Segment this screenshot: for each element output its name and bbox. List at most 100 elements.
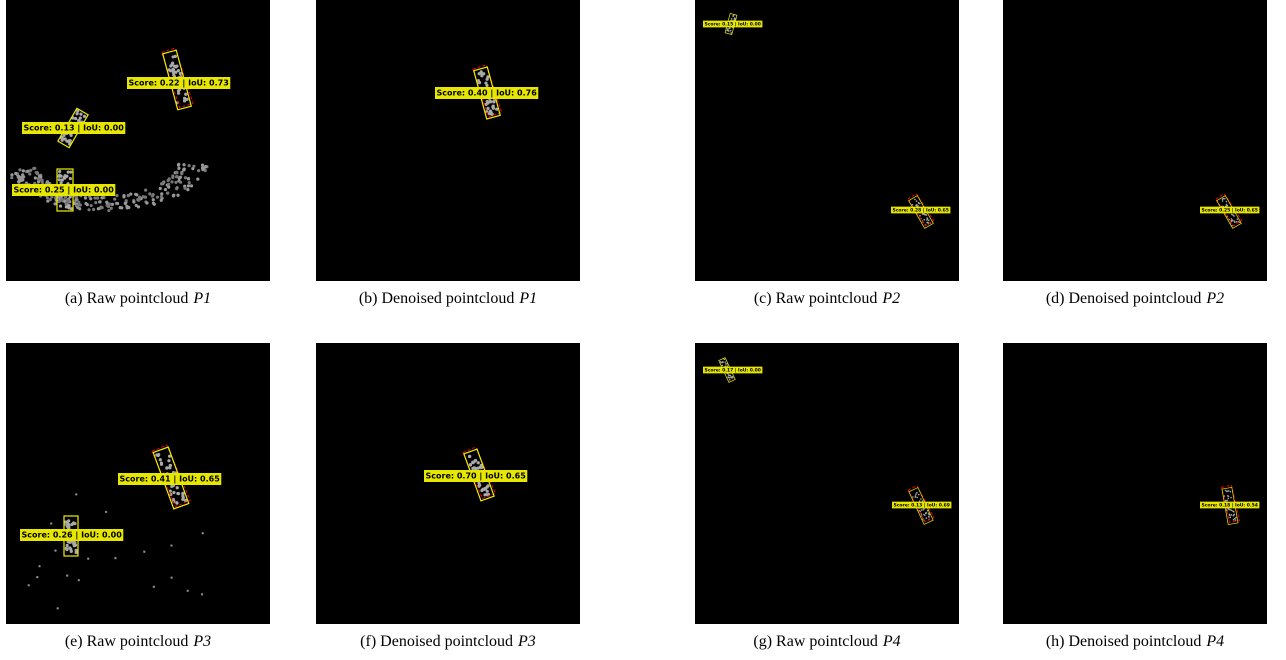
- point: [172, 491, 175, 494]
- point: [174, 71, 177, 74]
- point: [92, 208, 95, 211]
- point: [171, 61, 174, 64]
- point: [727, 29, 729, 31]
- point: [174, 55, 177, 58]
- point: [167, 183, 170, 186]
- panel-image: [695, 343, 959, 624]
- point: [20, 179, 23, 182]
- point: [26, 170, 29, 173]
- point: [37, 177, 40, 180]
- point: [116, 202, 119, 205]
- point: [916, 200, 918, 202]
- point: [107, 209, 110, 212]
- point: [171, 68, 174, 71]
- point: [468, 455, 471, 458]
- point: [135, 193, 138, 196]
- point: [86, 203, 89, 206]
- point: [471, 467, 474, 470]
- caption-cloud: P1: [518, 290, 537, 307]
- point: [928, 219, 930, 221]
- point: [915, 496, 917, 498]
- detection-label: Score: 0.25 | IoU: 0.65: [1202, 208, 1258, 214]
- point: [1233, 514, 1235, 516]
- point: [732, 15, 734, 17]
- point: [160, 461, 163, 464]
- point: [484, 487, 487, 490]
- panel: Score: 0.18 | IoU: 0.54: [1003, 343, 1267, 624]
- point: [179, 176, 182, 179]
- point: [928, 513, 930, 515]
- point: [70, 134, 73, 137]
- point: [125, 205, 128, 208]
- point: [176, 175, 179, 178]
- point: [928, 516, 930, 518]
- point: [730, 30, 732, 32]
- point: [65, 140, 68, 143]
- point: [926, 222, 928, 224]
- point: [113, 198, 116, 201]
- caption: (c) Raw pointcloudP2: [754, 290, 900, 307]
- detection-label: Score: 0.13 | IoU: 0.00: [24, 124, 125, 133]
- point: [1231, 218, 1233, 220]
- detection-label: Score: 0.28 | IoU: 0.65: [893, 208, 949, 214]
- point: [17, 175, 20, 178]
- point: [922, 509, 924, 511]
- point: [919, 215, 921, 217]
- point: [1232, 510, 1234, 512]
- point: [28, 172, 31, 175]
- point: [152, 198, 155, 201]
- point: [72, 521, 75, 524]
- point: [132, 200, 135, 203]
- point: [728, 374, 730, 376]
- caption: (h) Denoised pointcloudP4: [1046, 633, 1224, 650]
- point: [64, 202, 67, 205]
- point: [177, 164, 180, 167]
- point: [724, 359, 726, 361]
- point: [67, 519, 70, 522]
- point: [96, 197, 99, 200]
- point: [485, 84, 488, 87]
- point: [122, 195, 125, 198]
- point: [1230, 491, 1232, 493]
- point: [202, 532, 204, 534]
- point: [1228, 498, 1230, 500]
- point: [79, 113, 82, 116]
- point: [64, 174, 67, 177]
- point: [721, 365, 723, 367]
- point: [153, 203, 156, 206]
- point: [488, 100, 491, 103]
- point: [179, 72, 182, 75]
- point: [176, 194, 179, 197]
- caption-text: (b) Denoised pointcloud: [359, 290, 515, 307]
- point: [36, 576, 38, 578]
- point: [14, 172, 17, 175]
- point: [1231, 514, 1233, 516]
- caption: (a) Raw pointcloudP1: [65, 290, 211, 307]
- point: [87, 557, 89, 559]
- point: [58, 199, 61, 202]
- panel: Score: 0.17 | IoU: 0.00Score: 0.13 | IoU…: [695, 343, 959, 624]
- point: [38, 565, 40, 567]
- point: [1222, 200, 1224, 202]
- point: [143, 551, 145, 553]
- detection-label: Score: 0.26 | IoU: 0.00: [22, 531, 123, 540]
- point: [486, 107, 489, 110]
- point: [165, 466, 168, 469]
- point: [912, 496, 914, 498]
- point: [727, 365, 729, 367]
- point: [164, 188, 167, 191]
- point: [486, 484, 489, 487]
- point: [183, 187, 186, 190]
- panel: Score: 0.41 | IoU: 0.65Score: 0.26 | IoU…: [6, 343, 270, 624]
- panel-image: [6, 0, 270, 281]
- point: [1229, 515, 1231, 517]
- point: [57, 607, 59, 609]
- point: [61, 137, 64, 140]
- panel: Score: 0.40 | IoU: 0.76: [316, 0, 580, 281]
- panel: Score: 0.70 | IoU: 0.65: [316, 343, 580, 624]
- point: [926, 217, 928, 219]
- point: [182, 496, 185, 499]
- point: [168, 68, 171, 71]
- point: [180, 172, 183, 175]
